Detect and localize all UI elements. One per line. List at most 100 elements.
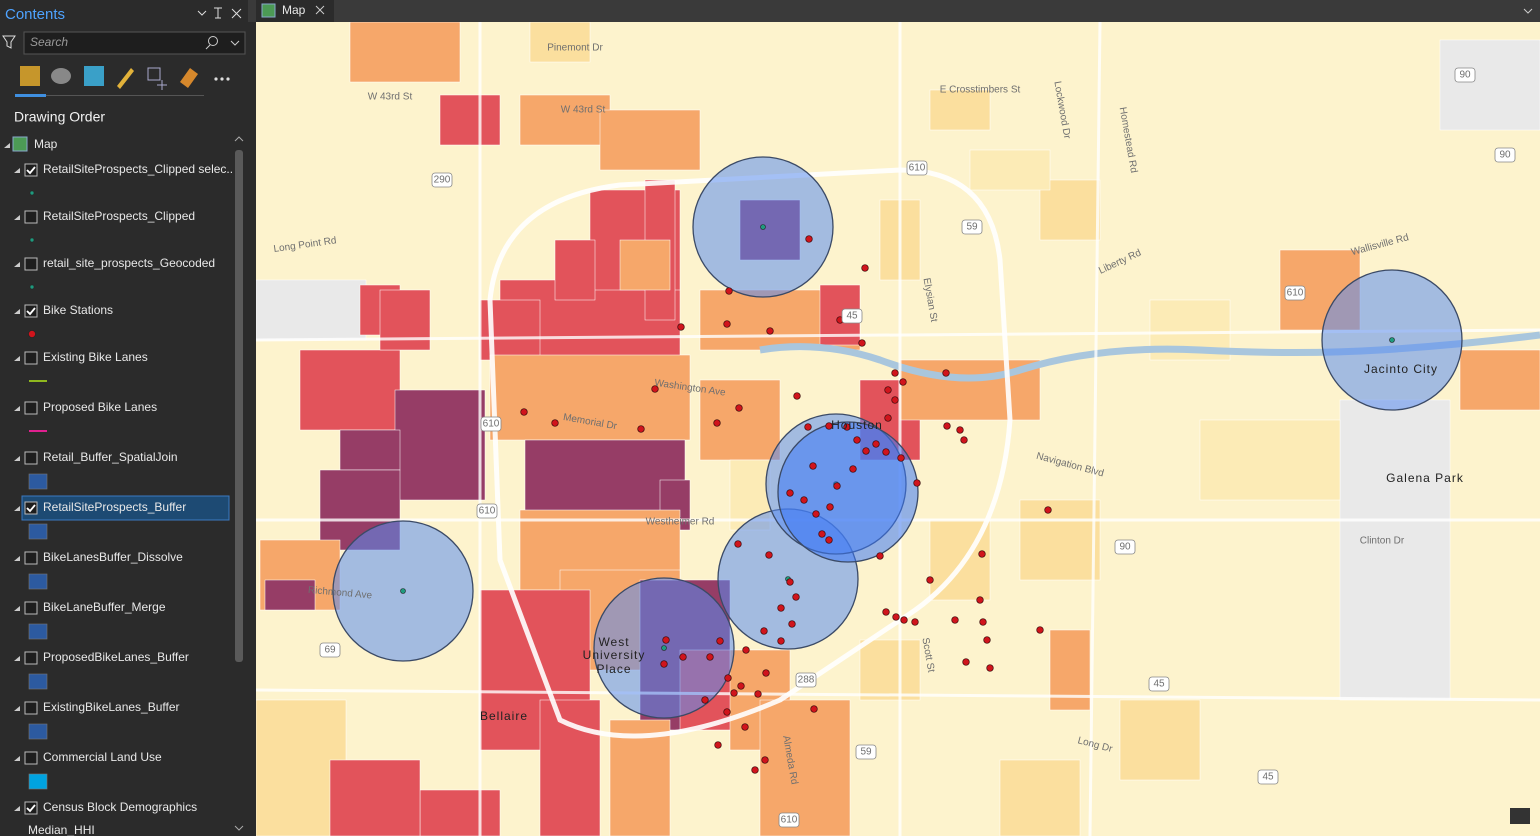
highway-number: 59 <box>860 747 872 758</box>
data-source-tool[interactable] <box>51 68 71 84</box>
layer-name[interactable]: Retail_Buffer_SpatialJoin <box>43 450 178 464</box>
census-block <box>349 22 461 83</box>
search-dropdown[interactable] <box>205 40 240 50</box>
expand-toggle[interactable] <box>14 606 20 611</box>
layer-name[interactable]: RetailSiteProspects_Clipped selec... <box>43 162 236 176</box>
expand-toggle[interactable] <box>14 656 20 661</box>
layer-name[interactable]: BikeLaneBuffer_Merge <box>43 600 166 614</box>
expand-toggle[interactable] <box>14 506 20 511</box>
place-label: Jacinto City <box>1364 362 1438 376</box>
layer-name[interactable]: RetailSiteProspects_Clipped <box>43 209 195 223</box>
census-block <box>519 94 611 146</box>
bike-station <box>976 596 984 604</box>
bike-station <box>792 593 800 601</box>
street-label: W 43rd St <box>561 105 606 116</box>
snapping-tool[interactable] <box>147 67 167 90</box>
point-symbol <box>29 237 35 243</box>
census-block <box>999 759 1081 836</box>
pin-icon[interactable] <box>214 7 222 19</box>
visibility-checkbox[interactable] <box>24 451 38 465</box>
visibility-checkbox[interactable] <box>24 651 38 665</box>
visibility-checkbox[interactable] <box>24 210 38 224</box>
street-label: W 43rd St <box>368 92 413 103</box>
search-placeholder: Search <box>30 35 68 49</box>
layer-name[interactable]: RetailSiteProspects_Buffer <box>43 500 186 514</box>
highway-shield <box>1454 67 1476 83</box>
expand-toggle[interactable] <box>14 556 20 561</box>
point-symbol <box>29 284 35 290</box>
visibility-checkbox[interactable] <box>24 304 38 318</box>
expand-toggle[interactable] <box>14 215 20 220</box>
highway-shield <box>480 416 502 432</box>
bike-station <box>861 264 869 272</box>
bike-station <box>651 385 659 393</box>
visibility-checkbox[interactable] <box>24 351 38 365</box>
map-node[interactable]: Map <box>34 137 58 151</box>
visibility-checkbox[interactable] <box>24 751 38 765</box>
bike-station <box>765 551 773 559</box>
census-block <box>1019 499 1101 581</box>
check-mark <box>26 804 36 813</box>
layer-name[interactable]: ProposedBikeLanes_Buffer <box>43 650 189 664</box>
freeway-loop <box>487 167 1013 739</box>
bike-station <box>943 422 951 430</box>
fill-symbol <box>28 473 48 490</box>
scrollbar-thumb[interactable] <box>235 150 243 662</box>
search-icon[interactable] <box>208 36 218 46</box>
drawing-order-tool[interactable] <box>20 66 40 86</box>
expand-toggle[interactable] <box>14 806 20 811</box>
layer-name[interactable]: Proposed Bike Lanes <box>43 400 157 414</box>
bike-station <box>734 540 742 548</box>
map-view[interactable]: Pinemont Dr W 43rd St W 43rd St E Crosstimb… <box>256 22 1540 836</box>
visibility-checkbox[interactable] <box>24 551 38 565</box>
census-block <box>619 239 671 291</box>
street-label: E Crosstimbers St <box>940 85 1021 96</box>
bike-station <box>849 465 857 473</box>
filter-icon[interactable] <box>2 35 16 49</box>
visibility-checkbox[interactable] <box>24 257 38 271</box>
bike-station <box>862 447 870 455</box>
search-box[interactable] <box>23 31 246 55</box>
contents-pane: Contents Search Drawing Order Map Retail… <box>2 6 246 836</box>
map-icon <box>12 136 28 152</box>
expand-toggle[interactable] <box>14 356 20 361</box>
expand-toggle[interactable] <box>14 406 20 411</box>
bike-station <box>942 369 950 377</box>
bike-station <box>825 422 833 430</box>
bike-station <box>786 489 794 497</box>
close-icon[interactable] <box>231 8 242 19</box>
labeling-tool[interactable] <box>180 68 198 88</box>
layer-name[interactable]: ExistingBikeLanes_Buffer <box>43 700 180 714</box>
selection-tool[interactable] <box>84 66 104 86</box>
visibility-checkbox[interactable] <box>24 501 38 515</box>
expand-toggle[interactable] <box>14 756 20 761</box>
menu-icon[interactable] <box>197 10 207 16</box>
expand-toggle[interactable] <box>14 309 20 314</box>
visibility-checkbox[interactable] <box>24 701 38 715</box>
expand-toggle[interactable] <box>14 706 20 711</box>
bike-station <box>551 419 559 427</box>
tab-close[interactable] <box>315 5 325 15</box>
expand-toggle[interactable] <box>14 456 20 461</box>
layer-name[interactable]: retail_site_prospects_Geocoded <box>43 256 215 270</box>
visibility-checkbox[interactable] <box>24 601 38 615</box>
bike-station <box>825 536 833 544</box>
visibility-checkbox[interactable] <box>24 163 38 177</box>
expand-toggle[interactable] <box>14 168 20 173</box>
tab-menu[interactable] <box>1523 8 1533 14</box>
layer-name[interactable]: Bike Stations <box>43 303 113 317</box>
bike-station <box>735 404 743 412</box>
bike-station <box>737 682 745 690</box>
expand-toggle[interactable] <box>14 262 20 267</box>
layer-name[interactable]: Existing Bike Lanes <box>43 350 148 364</box>
visibility-checkbox[interactable] <box>24 401 38 415</box>
layer-name[interactable]: BikeLanesBuffer_Dissolve <box>43 550 183 564</box>
highway-shield <box>778 812 800 828</box>
visibility-checkbox[interactable] <box>24 801 38 815</box>
layer-name[interactable]: Commercial Land Use <box>43 750 162 764</box>
editing-tool[interactable] <box>117 68 134 89</box>
check-mark <box>26 166 36 175</box>
fill-symbol <box>28 573 48 590</box>
layer-name[interactable]: Census Block Demographics <box>43 800 197 814</box>
attribution-toggle[interactable] <box>1510 808 1530 824</box>
